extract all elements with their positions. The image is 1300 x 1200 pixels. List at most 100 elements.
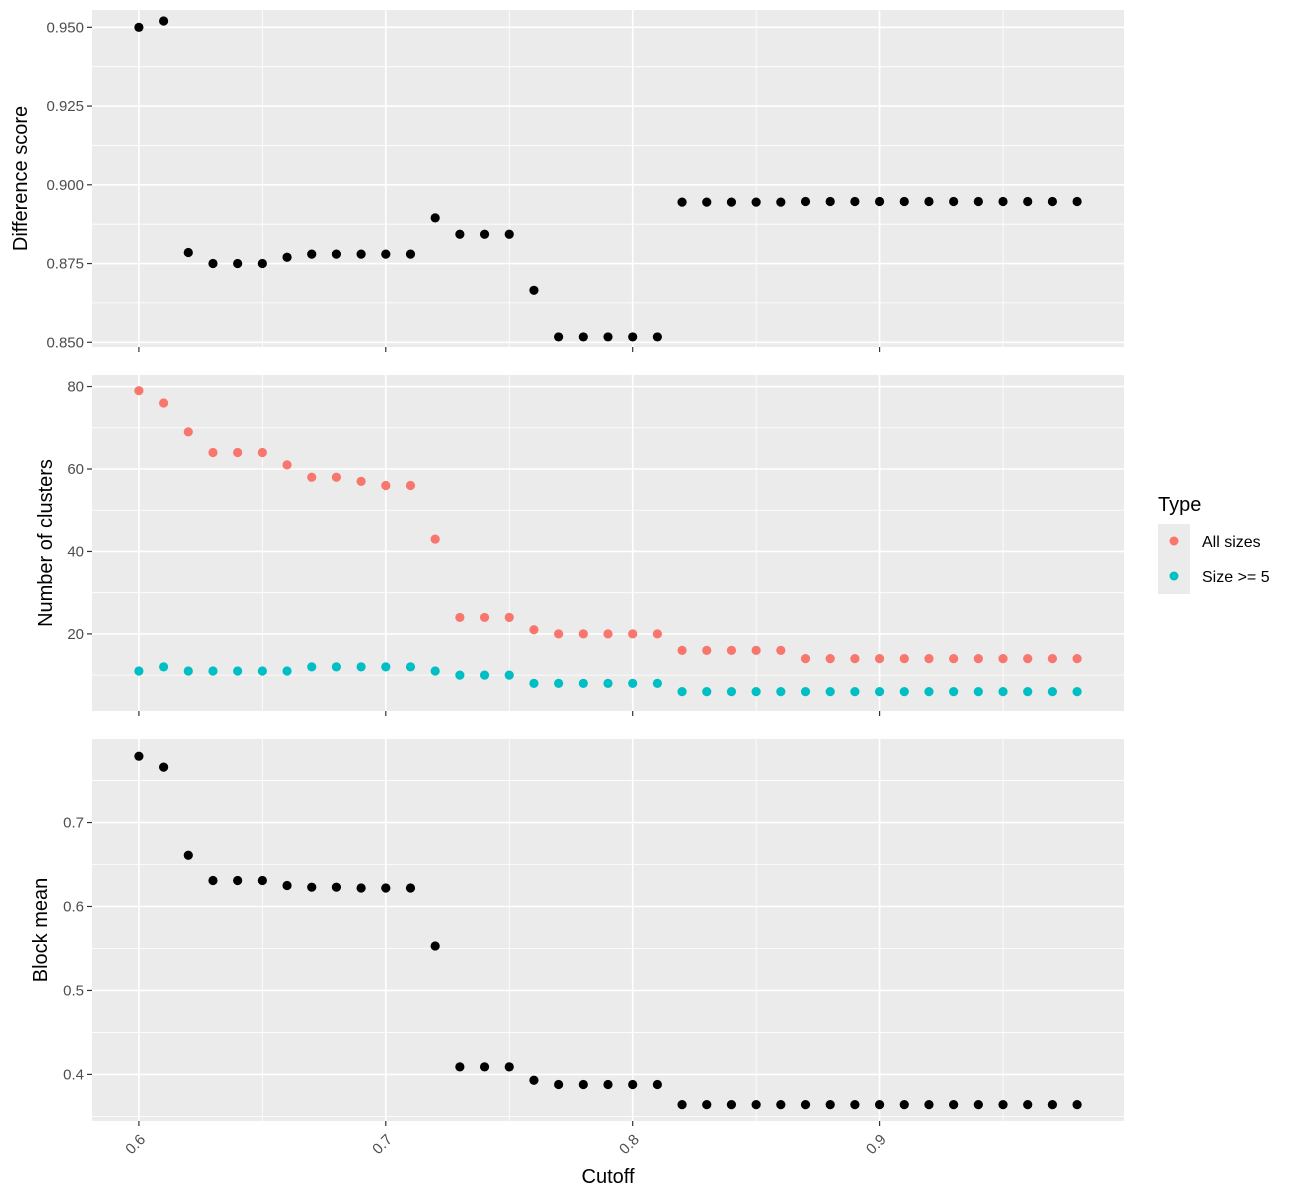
data-point [1023, 196, 1033, 207]
data-point [677, 645, 687, 655]
data-point [233, 447, 243, 458]
data-point [1072, 1100, 1082, 1110]
panel-2: 20 40 60 80 Number of clusters [35, 375, 1124, 716]
data-point [529, 1075, 539, 1085]
data-point [973, 1100, 983, 1110]
data-point [726, 687, 737, 697]
data-point [356, 476, 366, 486]
data-point [628, 1079, 638, 1090]
data-point [134, 751, 144, 761]
panel-1: 0.850 0.875 0.900 0.925 0.950 Difference scor… [10, 10, 1124, 352]
data-point [554, 1079, 564, 1090]
data-point [825, 196, 835, 207]
y-axis-title: Number of clusters [35, 459, 57, 627]
series-1 [134, 386, 1082, 664]
data-point [776, 687, 786, 697]
data-point [1023, 687, 1033, 697]
legend-key-all-sizes [1169, 536, 1179, 546]
data-point [850, 687, 860, 697]
panel-3: 0.6 0.7 0.8 0.9 0.4 0.5 0.6 0.7 Block mean Cutoff [30, 739, 1124, 1188]
y-tick-label: 0.850 [46, 334, 84, 351]
data-point [282, 252, 292, 262]
data-point [504, 612, 514, 623]
data-point [751, 1100, 761, 1110]
y-axis-title: Difference score [10, 106, 32, 251]
y-tick-label: 80 [67, 379, 84, 396]
data-point [998, 654, 1008, 664]
data-point [874, 1100, 885, 1110]
data-point [578, 332, 588, 342]
x-axis-title: Cutoff [582, 1166, 635, 1188]
series-1 [134, 16, 1082, 342]
data-point [850, 196, 860, 207]
y-tick-label: 0.950 [46, 19, 84, 36]
data-point [208, 258, 218, 269]
data-point [455, 1062, 465, 1072]
data-point [652, 1079, 662, 1090]
data-point [183, 247, 193, 258]
data-point [1023, 654, 1033, 664]
data-point [529, 285, 539, 295]
panel-background [92, 739, 1124, 1121]
data-point [479, 670, 490, 680]
data-point [800, 1100, 811, 1110]
data-point [825, 687, 835, 697]
data-point [603, 332, 613, 342]
data-point [924, 654, 934, 664]
data-point [430, 941, 440, 951]
data-point [257, 666, 267, 676]
y-tick-label: 0.900 [46, 177, 84, 194]
y-tick-label: 0.5 [63, 982, 84, 999]
data-point [233, 666, 243, 676]
data-point [949, 687, 959, 697]
legend-key-background [1158, 524, 1190, 594]
data-point [776, 645, 786, 655]
data-point [850, 654, 860, 664]
data-point [455, 670, 465, 680]
x-tick-label: 0.7 [369, 1131, 396, 1158]
data-point [183, 666, 193, 676]
data-point [800, 687, 811, 697]
data-point [381, 249, 391, 259]
data-point [331, 472, 342, 482]
legend-label-all-sizes: All sizes [1202, 534, 1261, 551]
legend: Type All sizes Size >= 5 [1158, 494, 1270, 594]
data-point [924, 687, 934, 697]
data-point [504, 229, 514, 239]
y-tick-label: 0.4 [63, 1066, 84, 1083]
data-point [726, 645, 737, 655]
data-point [257, 258, 267, 269]
data-point [554, 332, 564, 342]
data-point [479, 612, 490, 623]
data-point [331, 249, 342, 259]
data-point [578, 1079, 588, 1090]
data-point [874, 654, 885, 664]
data-point [998, 1100, 1008, 1110]
data-point [825, 654, 835, 664]
data-point [183, 850, 193, 860]
data-point [825, 1100, 835, 1110]
data-point [158, 398, 169, 408]
panel-background [92, 375, 1124, 711]
y-tick-label: 60 [67, 461, 84, 478]
data-point [405, 883, 416, 893]
series-2 [134, 662, 1082, 697]
data-point [776, 197, 786, 207]
data-point [677, 1100, 687, 1110]
data-point [899, 687, 909, 697]
data-point [282, 666, 292, 676]
data-point [973, 687, 983, 697]
data-point [899, 1100, 909, 1110]
data-point [183, 427, 193, 437]
data-point [331, 662, 342, 672]
data-point [430, 534, 440, 544]
series-1 [134, 751, 1082, 1110]
data-point [628, 678, 638, 688]
data-point [652, 629, 662, 639]
data-point [554, 629, 564, 639]
data-point [405, 249, 416, 259]
data-point [356, 662, 366, 672]
data-point [603, 678, 613, 688]
data-point [899, 654, 909, 664]
data-point [455, 612, 465, 623]
